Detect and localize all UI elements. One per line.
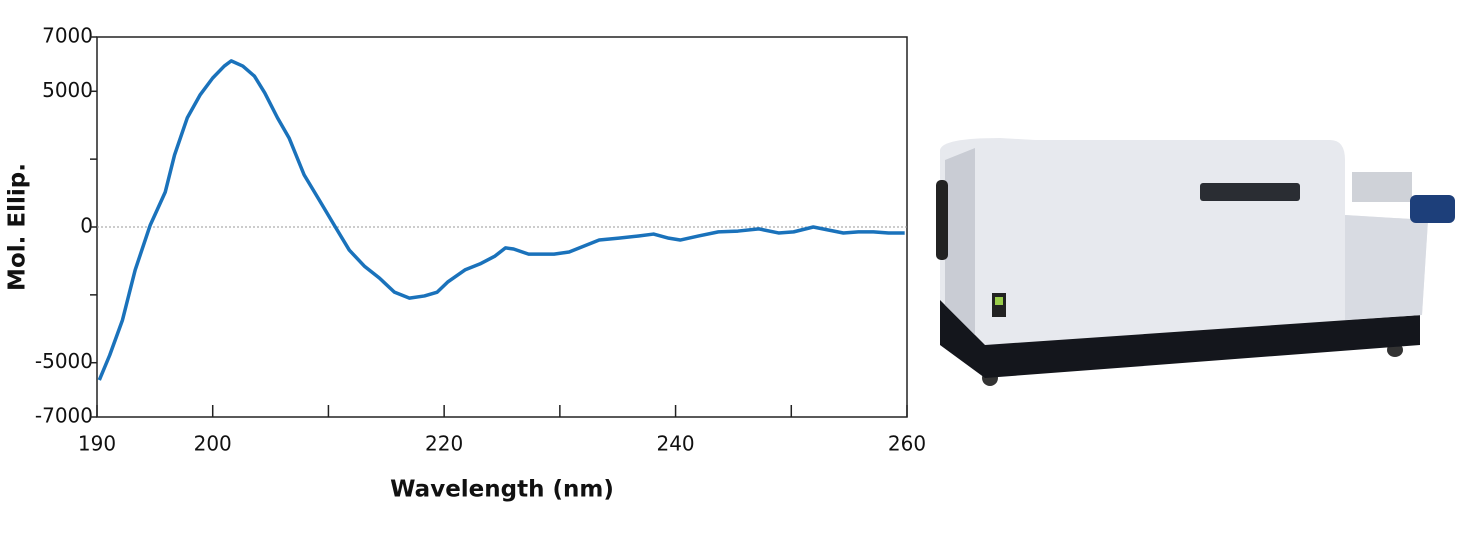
x-axis-label: Wavelength (nm) xyxy=(390,477,614,503)
data-line xyxy=(97,59,905,381)
x-tick-label: 240 xyxy=(656,432,694,456)
y-tick-label: -5000 xyxy=(35,349,93,373)
x-tick-label: 260 xyxy=(888,432,926,456)
y-tick-label: 0 xyxy=(80,214,93,238)
y-tick-label: -7000 xyxy=(35,404,93,428)
x-tick-label: 200 xyxy=(194,432,232,456)
x-tick-label: 190 xyxy=(78,432,116,456)
y-tick-label: 5000 xyxy=(42,78,93,102)
y-axis-label: Mol. Ellip. xyxy=(5,163,31,291)
y-tick-label: 7000 xyxy=(42,24,93,48)
instrument-photo xyxy=(936,138,1455,386)
x-tick-label: 220 xyxy=(425,432,463,456)
